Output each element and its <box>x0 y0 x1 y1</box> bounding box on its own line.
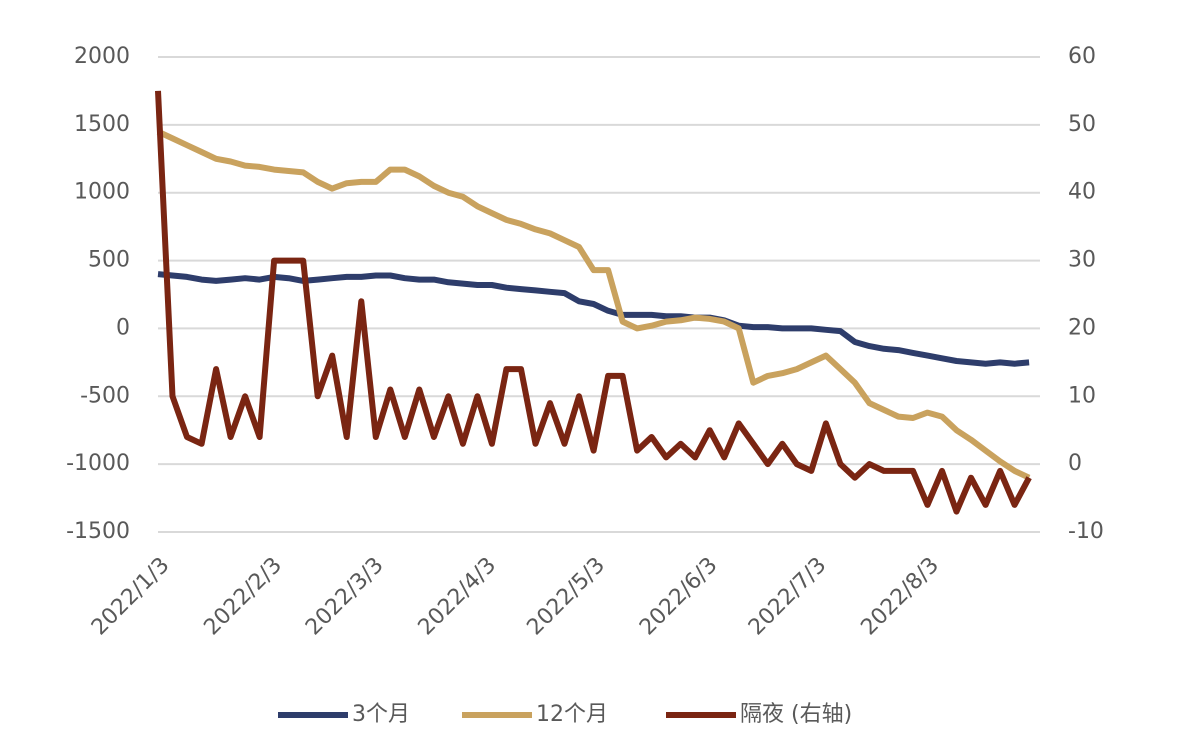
series-line <box>156 128 1031 481</box>
y2-tick-label: 0 <box>1068 451 1082 476</box>
legend-label: 3个月 <box>352 702 410 727</box>
y2-tick-label: 40 <box>1068 180 1096 205</box>
x-tick-label: 2022/2/3 <box>199 553 287 641</box>
legend-label: 12个月 <box>536 702 608 727</box>
y-tick-label: 1000 <box>74 180 130 205</box>
y2-tick-label: 60 <box>1068 44 1096 69</box>
x-tick-label: 2022/3/3 <box>301 553 389 641</box>
y2-tick-label: 20 <box>1068 315 1096 340</box>
legend-label: 隔夜 (右轴) <box>740 702 852 727</box>
x-tick-label: 2022/5/3 <box>522 553 610 641</box>
series-line <box>155 90 1032 515</box>
y2-tick-label: 10 <box>1068 383 1096 408</box>
y-tick-label: 1500 <box>74 112 130 137</box>
y-tick-label: -500 <box>80 383 130 408</box>
x-tick-label: 2022/4/3 <box>414 553 502 641</box>
x-tick-label: 2022/7/3 <box>744 553 832 641</box>
y-tick-label: -1500 <box>66 519 130 544</box>
x-tick-label: 2022/1/3 <box>87 553 175 641</box>
y-tick-label: 2000 <box>74 44 130 69</box>
series-line <box>157 271 1030 367</box>
y-tick-label: 500 <box>88 248 130 273</box>
x-tick-label: 2022/6/3 <box>635 553 723 641</box>
y2-tick-label: 30 <box>1068 248 1096 273</box>
y-tick-label: -1000 <box>66 451 130 476</box>
y-tick-label: 0 <box>116 315 130 340</box>
x-tick-label: 2022/8/3 <box>856 553 944 641</box>
y2-tick-label: 50 <box>1068 112 1096 137</box>
y2-tick-label: -10 <box>1068 519 1104 544</box>
